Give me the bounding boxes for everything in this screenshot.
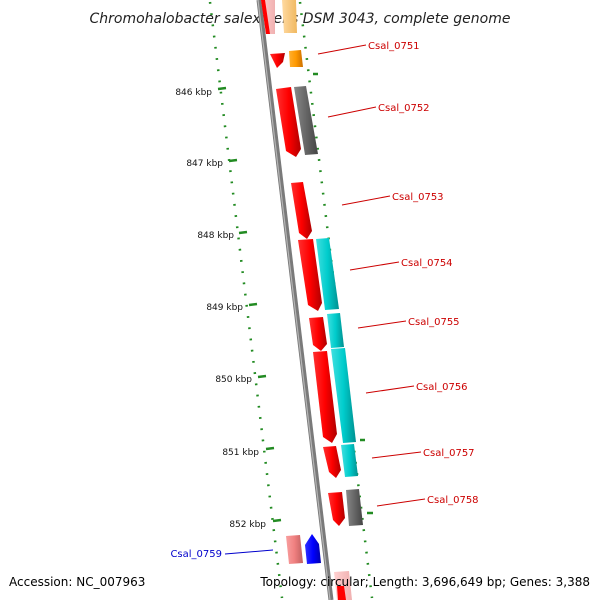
position-ticks: 846 kbp 847 kbp 848 kbp 849 kbp 850 kbp … bbox=[175, 86, 282, 530]
tick-mark bbox=[238, 230, 248, 235]
cog-feature[interactable] bbox=[327, 313, 344, 348]
cds-feature-csal-0752[interactable] bbox=[276, 87, 301, 157]
cds-feature-csal-0753[interactable] bbox=[291, 182, 312, 239]
label-leader-line bbox=[327, 106, 377, 118]
gene-label-csal-0755[interactable]: Csal_0755 bbox=[408, 317, 460, 328]
tick-mark bbox=[228, 158, 238, 163]
label-leader-line bbox=[357, 320, 407, 329]
tick-mark bbox=[272, 518, 282, 523]
gene-label-csal-0754[interactable]: Csal_0754 bbox=[401, 258, 453, 269]
gene-label-csal-0752[interactable]: Csal_0752 bbox=[378, 103, 430, 114]
label-leader-line bbox=[341, 195, 391, 206]
gene-label-csal-0751[interactable]: Csal_0751 bbox=[368, 41, 420, 52]
genome-backbone-highlight bbox=[257, 0, 331, 600]
tick-label: 847 kbp bbox=[186, 159, 223, 169]
gene-label-csal-0753[interactable]: Csal_0753 bbox=[392, 192, 444, 203]
map-title: Chromohalobacter salexigens DSM 3043, co… bbox=[90, 11, 511, 27]
cds-feature-csal-0754[interactable] bbox=[298, 239, 322, 311]
gene-label-csal-0757[interactable]: Csal_0757 bbox=[423, 448, 475, 459]
genome-summary-text: Topology: circular; Length: 3,696,649 bp… bbox=[259, 575, 590, 589]
gene-labels: Csal_0751 Csal_0752 Csal_0753 Csal_0754 … bbox=[170, 41, 478, 560]
label-leader-line bbox=[224, 549, 274, 555]
accession-text: Accession: NC_007963 bbox=[9, 575, 145, 589]
rna-feature[interactable] bbox=[289, 50, 303, 67]
tick-label: 849 kbp bbox=[206, 303, 243, 313]
gene-label-csal-0759[interactable]: Csal_0759 bbox=[170, 549, 222, 560]
cds-feature-csal-0751[interactable] bbox=[270, 53, 285, 68]
label-leader-line bbox=[317, 44, 367, 55]
cds-feature-csal-0756[interactable] bbox=[313, 351, 337, 443]
genome-backbone bbox=[256, 0, 334, 600]
tick-mark bbox=[217, 86, 227, 91]
cog-feature[interactable] bbox=[331, 348, 356, 443]
tick-label: 846 kbp bbox=[175, 88, 212, 98]
cds-feature[interactable] bbox=[337, 586, 346, 600]
cds-feature-csal-0759[interactable] bbox=[305, 534, 321, 564]
label-leader-line bbox=[365, 385, 415, 394]
tick-label: 851 kbp bbox=[222, 448, 259, 458]
cog-feature[interactable] bbox=[346, 489, 363, 526]
tick-mark bbox=[257, 374, 267, 379]
tick-label: 852 kbp bbox=[229, 520, 266, 530]
cds-feature-csal-0757[interactable] bbox=[323, 446, 341, 478]
cog-feature[interactable] bbox=[316, 238, 339, 310]
rna-feature[interactable] bbox=[282, 0, 297, 33]
cog-feature[interactable] bbox=[294, 86, 318, 155]
gene-label-csal-0756[interactable]: Csal_0756 bbox=[416, 382, 468, 393]
cog-feature[interactable] bbox=[341, 444, 358, 477]
cds-feature-csal-0755[interactable] bbox=[309, 317, 327, 351]
tick-mark bbox=[248, 302, 258, 307]
tick-mark bbox=[265, 446, 275, 451]
cds-feature[interactable] bbox=[286, 535, 303, 564]
cds-feature[interactable] bbox=[261, 0, 270, 34]
label-leader-line bbox=[376, 498, 426, 507]
outer-tick-marks bbox=[313, 72, 373, 515]
label-leader-line bbox=[371, 451, 422, 459]
cds-feature-csal-0758[interactable] bbox=[328, 492, 345, 526]
label-leader-line bbox=[349, 261, 400, 271]
gene-label-csal-0758[interactable]: Csal_0758 bbox=[427, 495, 479, 506]
tick-label: 850 kbp bbox=[215, 375, 252, 385]
tick-label: 848 kbp bbox=[197, 231, 234, 241]
